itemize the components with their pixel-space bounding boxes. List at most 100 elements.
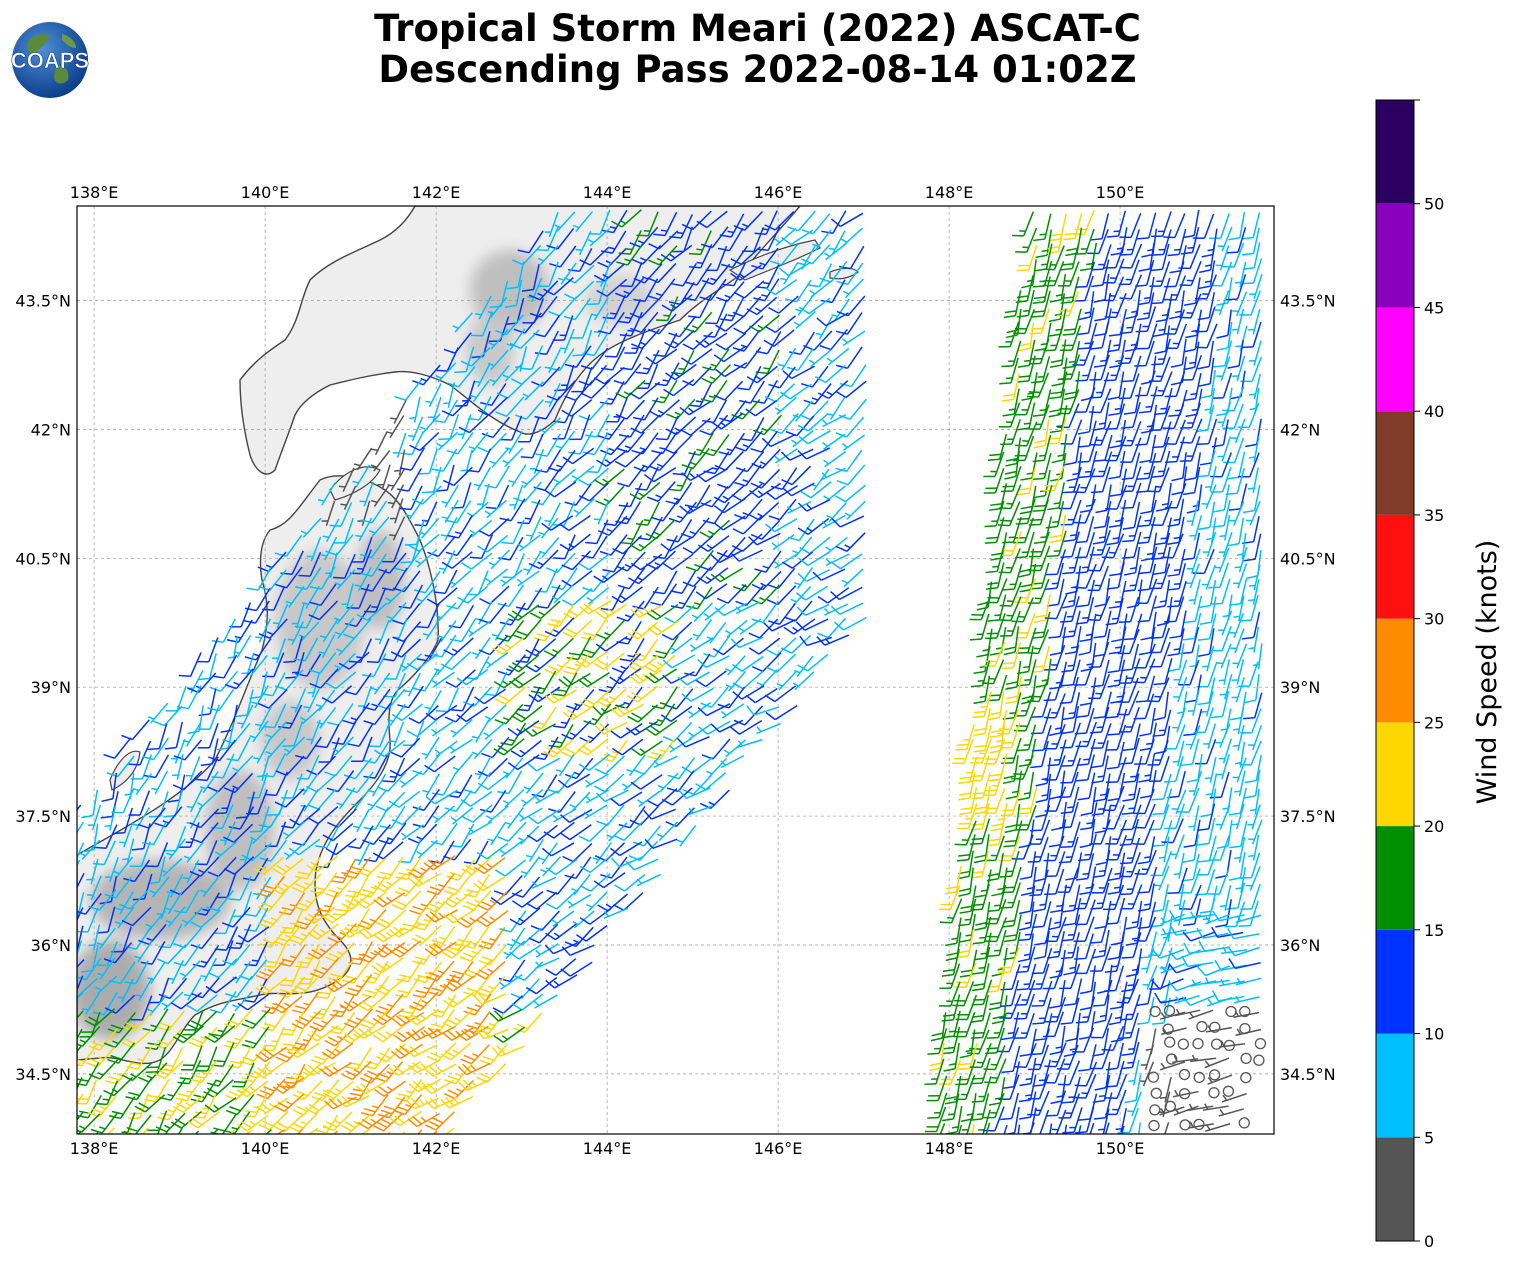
wind-barb — [496, 379, 527, 399]
wind-barb — [128, 740, 152, 766]
wind-barb — [489, 447, 510, 468]
wind-barb — [839, 364, 867, 388]
wind-barb — [731, 533, 763, 552]
wind-barb — [333, 553, 356, 579]
wind-barb — [382, 637, 408, 662]
wind-barb — [499, 498, 526, 522]
wind-barb — [822, 414, 847, 428]
wind-barb — [431, 448, 458, 472]
wind-barb — [435, 362, 457, 383]
wind-barb — [660, 705, 693, 723]
wind-barb — [715, 362, 748, 378]
wind-barb — [825, 553, 850, 567]
lat-tick-label: 40.5°N — [15, 549, 71, 568]
wind-barb — [528, 549, 559, 570]
wind-barb — [416, 585, 438, 606]
wind-barb — [544, 617, 575, 637]
wind-barb — [734, 464, 762, 487]
wind-barb — [689, 637, 714, 653]
wind-barb — [492, 637, 524, 655]
wind-barb — [517, 230, 544, 254]
land-peninsula — [329, 466, 381, 501]
wind-barb — [636, 501, 661, 526]
wind-barb — [406, 653, 439, 671]
wind-barb — [523, 723, 556, 737]
wind-barb — [684, 484, 711, 509]
colorbar-bin — [1376, 514, 1414, 619]
wind-barb — [394, 379, 423, 401]
wind-barb — [730, 636, 764, 649]
wind-barb — [627, 621, 659, 640]
wind-barb — [484, 499, 507, 519]
wind-barb — [792, 536, 813, 558]
wind-barb — [765, 279, 798, 296]
wind-barb — [710, 567, 744, 583]
wind-barb — [662, 671, 695, 684]
wind-barb — [797, 569, 831, 582]
colorbar-tick-label: 10 — [1424, 1025, 1444, 1044]
wind-barb — [469, 534, 494, 559]
wind-barb — [748, 532, 781, 546]
wind-barb — [650, 583, 678, 607]
wind-barb — [224, 668, 254, 690]
wind-barb — [525, 638, 557, 657]
wind-barb — [353, 447, 373, 471]
wind-barb — [456, 706, 489, 723]
wind-barb — [278, 704, 303, 729]
wind-barb — [562, 447, 595, 465]
wind-barb — [672, 450, 697, 476]
colorbar-bin — [1376, 826, 1414, 930]
wind-barb — [593, 312, 609, 338]
wind-barb — [520, 433, 544, 459]
wind-barb — [530, 706, 557, 730]
wind-barb — [509, 672, 541, 689]
wind-barb — [670, 585, 697, 609]
wind-barb — [761, 434, 795, 448]
wind-barb — [147, 723, 168, 751]
wind-barb — [764, 383, 795, 403]
wind-barb — [564, 345, 592, 369]
wind-barb — [702, 433, 730, 457]
wind-barb — [671, 263, 697, 287]
wind-barb — [698, 720, 731, 735]
wind-barb — [630, 414, 661, 434]
colorbar-tick-label: 35 — [1424, 506, 1444, 525]
wind-barb — [713, 380, 744, 401]
wind-barb — [629, 298, 660, 319]
wind-barb — [596, 449, 628, 467]
wind-barb — [198, 688, 217, 717]
wind-barb — [443, 382, 456, 408]
wind-barb — [495, 396, 525, 418]
wind-barb — [421, 466, 442, 494]
wind-barb — [306, 536, 322, 562]
wind-barb — [389, 721, 405, 747]
wind-barb — [801, 213, 831, 235]
wind-barb — [494, 686, 526, 705]
wind-barb — [493, 738, 525, 756]
lon-tick-label: 138°E — [70, 183, 119, 202]
wind-barb — [467, 620, 491, 638]
wind-barb — [630, 604, 663, 618]
wind-barb — [648, 245, 678, 266]
wind-barb — [819, 328, 848, 351]
wind-barb — [321, 685, 353, 704]
wind-barb — [510, 739, 542, 758]
wind-barb — [669, 637, 693, 655]
wind-barb — [579, 246, 610, 266]
colorbar-ticks: 0 5 10 15 20 25 30 35 40 45 50 — [1414, 99, 1444, 1251]
wind-barb — [695, 670, 727, 688]
wind-barb — [307, 672, 321, 698]
wind-barb — [730, 264, 762, 281]
wind-barb — [662, 721, 693, 743]
wind-barb — [377, 464, 391, 490]
wind-barb — [385, 585, 407, 605]
wind-barb — [309, 583, 337, 607]
wind-barb — [619, 638, 645, 662]
wind-barb — [470, 380, 490, 402]
wind-barb — [734, 430, 763, 452]
wind-barb — [834, 484, 866, 503]
wind-barb — [685, 262, 712, 286]
lon-tick-label: 144°E — [583, 1139, 632, 1158]
wind-barb — [786, 348, 814, 371]
wind-barb — [450, 686, 475, 712]
